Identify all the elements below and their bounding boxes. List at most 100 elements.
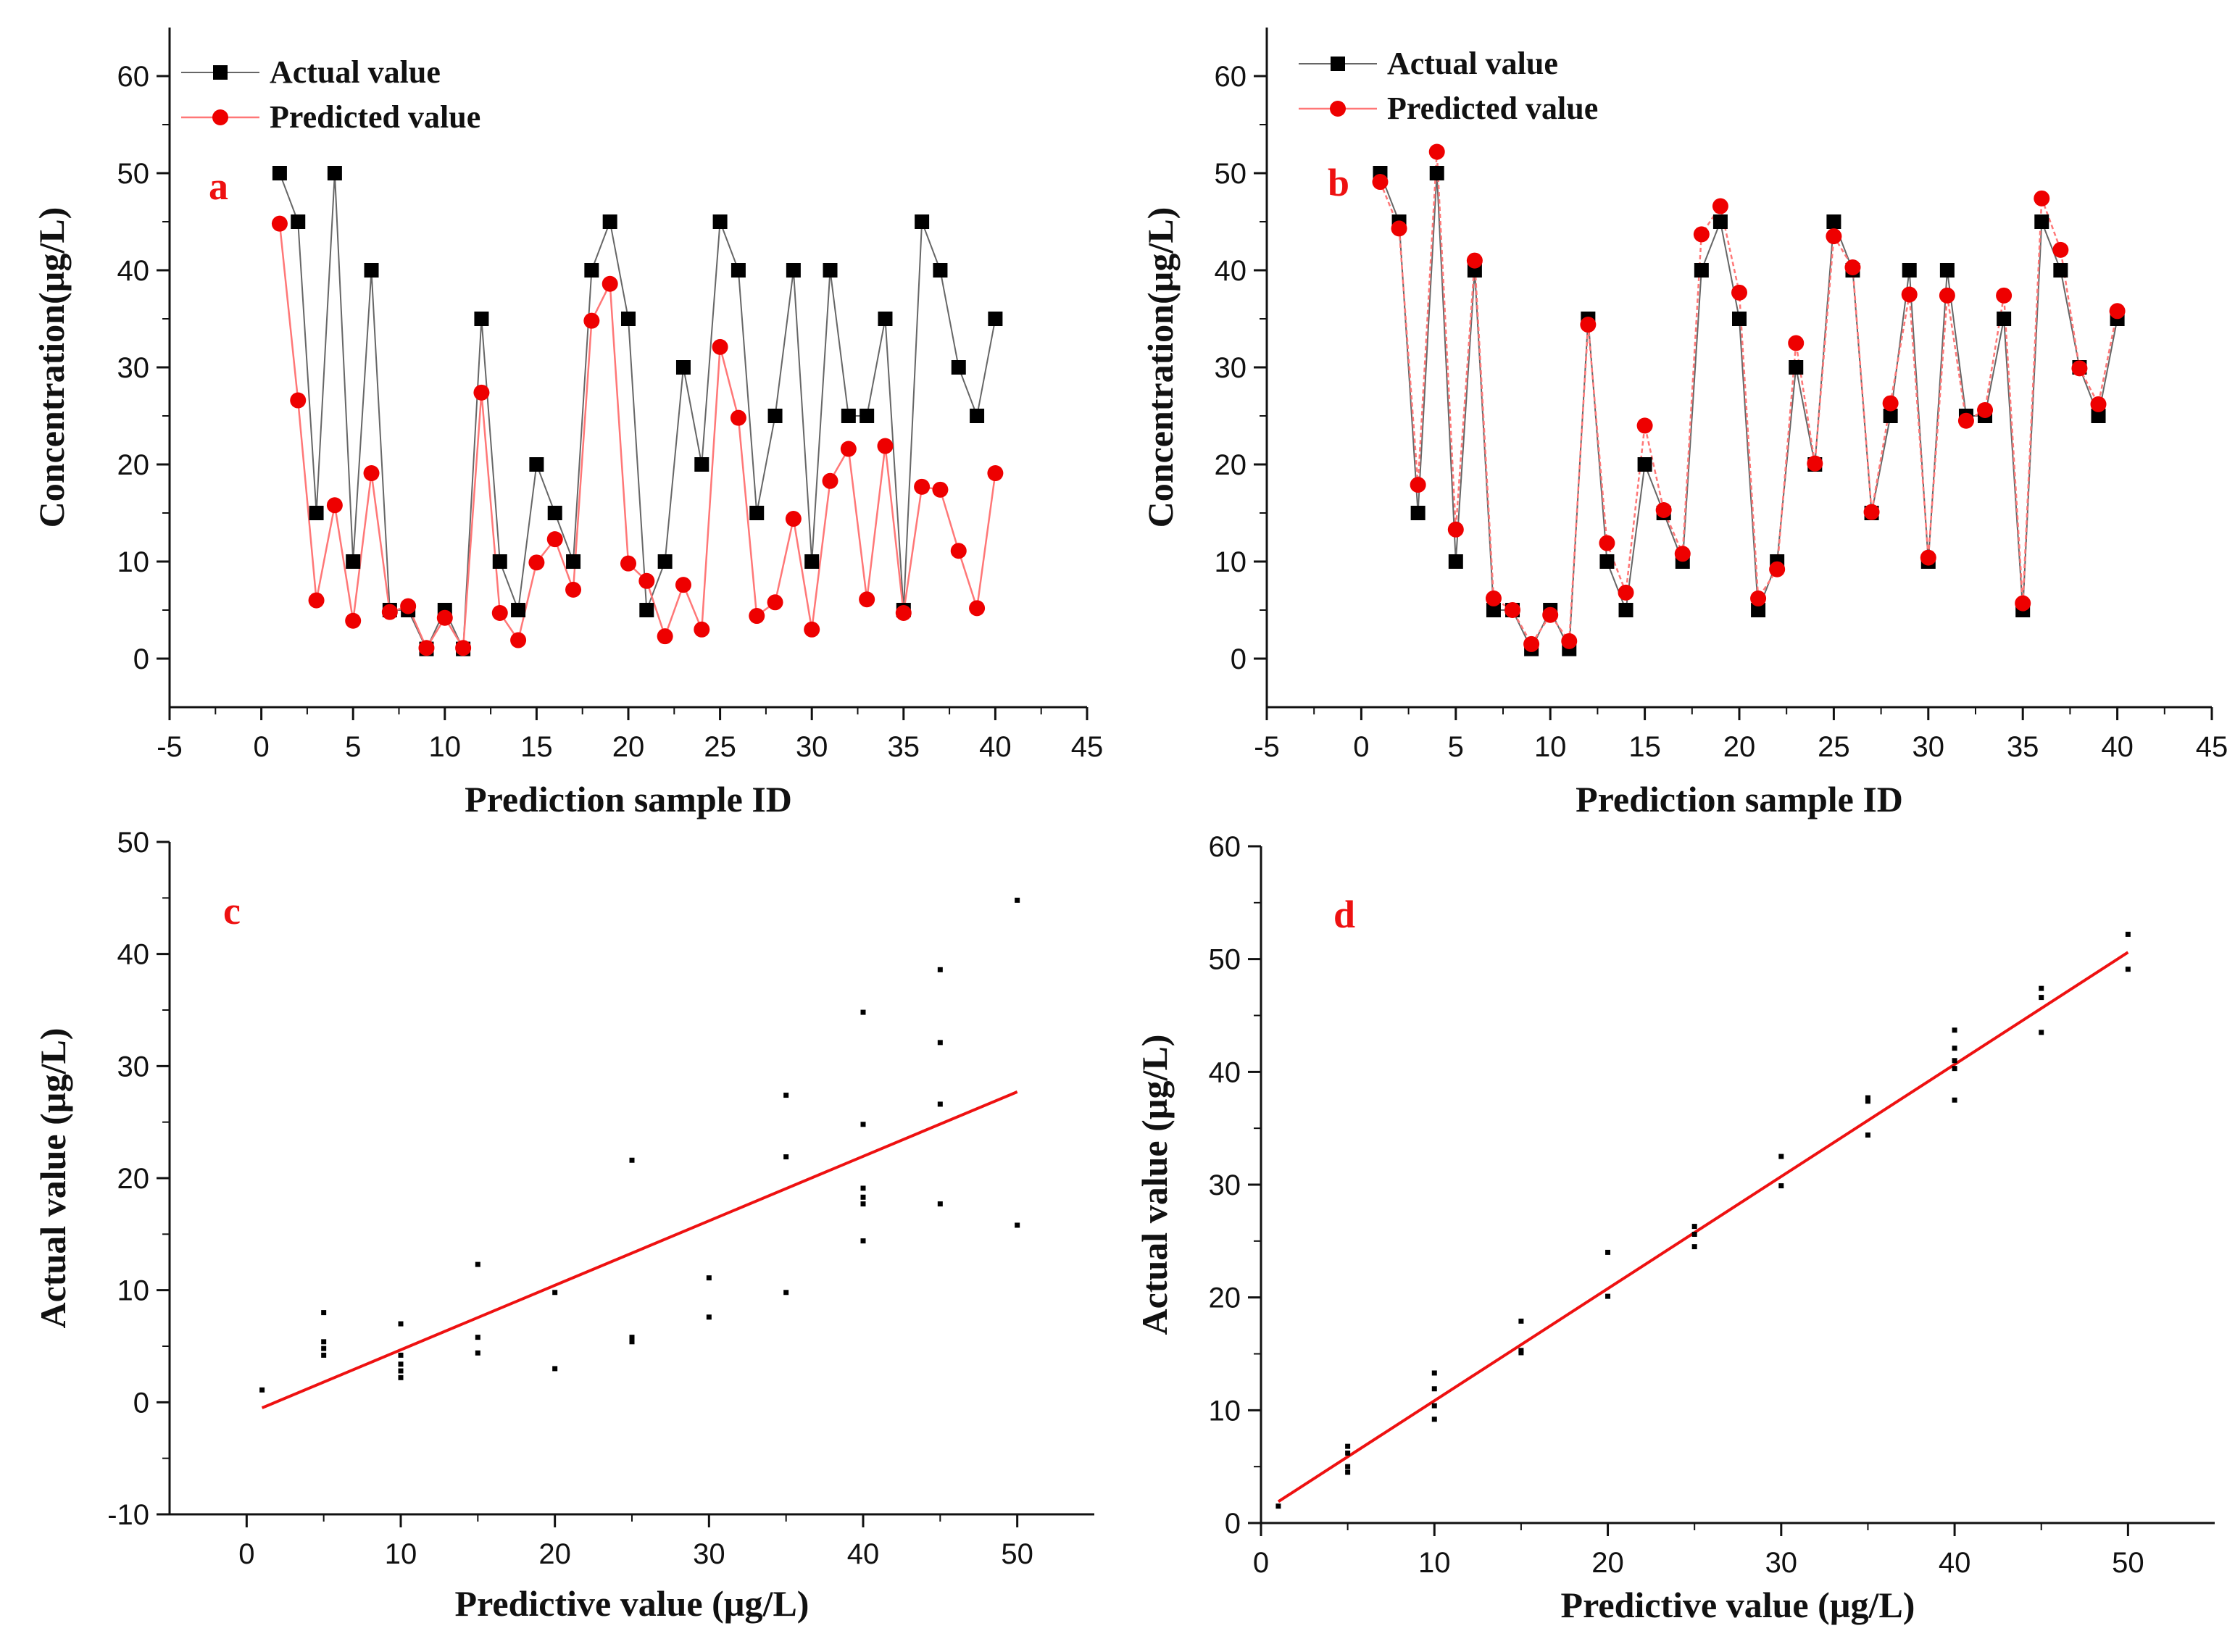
scatter-point <box>1865 1132 1870 1138</box>
actual-point <box>1637 457 1652 472</box>
actual-point <box>767 409 783 423</box>
predicted-point <box>345 612 362 629</box>
y-tick-label: 40 <box>1215 255 1247 287</box>
x-tick-label: 40 <box>2101 731 2134 763</box>
predicted-point <box>510 632 527 648</box>
predicted-point <box>1655 501 1672 518</box>
actual-point <box>309 506 324 520</box>
actual-point <box>1410 506 1426 520</box>
x-tick-label: 0 <box>238 1538 254 1570</box>
predicted-point <box>473 384 490 401</box>
scatter-point <box>2039 995 2044 1001</box>
x-axis-title: Predictive value (µg/L) <box>455 1583 809 1624</box>
x-tick-label: 0 <box>1353 731 1369 763</box>
x-tick-label: 20 <box>1723 731 1756 763</box>
actual-point <box>474 312 489 326</box>
predicted-point <box>1561 633 1578 649</box>
predicted-point <box>914 478 931 495</box>
fit-line <box>1277 951 2129 1503</box>
predicted-point <box>1674 546 1691 562</box>
predicted-point <box>987 465 1004 482</box>
x-tick-label: 20 <box>612 731 645 763</box>
y-tick-label: -10 <box>107 1499 149 1531</box>
legend-label-actual: Actual value <box>1387 46 1558 81</box>
panel-letter: b <box>1328 161 1349 204</box>
predicted-point <box>877 438 894 454</box>
y-tick-label: 20 <box>117 449 150 481</box>
x-tick-label: 5 <box>1448 731 1464 763</box>
actual-point <box>566 554 581 569</box>
panel-letter: d <box>1333 893 1355 936</box>
predicted-point <box>418 640 435 656</box>
predicted-point <box>602 275 618 292</box>
predicted-point <box>326 497 343 514</box>
scatter-point <box>860 1194 866 1200</box>
predicted-point <box>400 598 417 614</box>
actual-point <box>327 166 342 180</box>
x-tick-label: 40 <box>979 731 1012 763</box>
scatter-point <box>1345 1464 1351 1469</box>
predicted-point <box>730 409 746 426</box>
y-tick-label: 30 <box>1209 1169 1241 1201</box>
actual-point <box>511 603 526 617</box>
scatter-point <box>1778 1183 1784 1189</box>
predicted-point <box>1542 606 1559 623</box>
actual-point <box>712 214 728 229</box>
series-line-predicted <box>1379 151 2118 646</box>
y-tick-label: 30 <box>117 1051 150 1082</box>
x-tick-label: 15 <box>1628 731 1661 763</box>
predicted-point <box>528 554 545 571</box>
actual-point <box>657 554 673 569</box>
scatter-point <box>2125 931 2131 937</box>
scatter-point <box>1275 1503 1281 1509</box>
actual-point <box>272 166 287 180</box>
y-axis-title: Concentration(µg/L) <box>31 207 72 528</box>
scatter-point <box>783 1154 789 1160</box>
scatter-point <box>475 1350 480 1356</box>
actual-point <box>749 506 765 520</box>
predicted-point <box>2109 303 2126 320</box>
y-tick-label: 10 <box>117 546 150 578</box>
y-tick-label: 60 <box>1209 831 1241 863</box>
predicted-point <box>1750 590 1767 606</box>
predicted-point <box>859 591 875 608</box>
scatter-point <box>398 1368 404 1374</box>
scatter-point <box>2039 985 2044 991</box>
chart-panel-c: 0 10 20 30 40 50 -10 0 10 20 30 40 50 Predictive valu… <box>33 827 1094 1624</box>
scatter-point <box>259 1387 265 1393</box>
predicted-point <box>804 621 820 638</box>
actual-point <box>951 360 966 375</box>
x-tick-label: 40 <box>1939 1547 1971 1579</box>
predicted-point <box>1428 143 1445 160</box>
actual-point <box>2034 214 2049 229</box>
x-tick-label: 10 <box>1418 1547 1451 1579</box>
x-tick-label: 0 <box>1253 1547 1269 1579</box>
series-line-actual <box>1379 172 2118 652</box>
x-tick-label: 30 <box>1913 731 1945 763</box>
scatter-point <box>783 1093 789 1098</box>
scatter-point <box>629 1335 635 1340</box>
actual-point <box>860 409 875 423</box>
actual-point <box>364 263 379 278</box>
actual-point <box>547 506 562 520</box>
scatter-point <box>1518 1318 1524 1324</box>
y-tick-label: 50 <box>1209 944 1241 976</box>
scatter-point <box>1015 897 1020 903</box>
x-tick-label: 15 <box>520 731 553 763</box>
actual-point <box>675 360 691 375</box>
predicted-point <box>712 338 728 355</box>
actual-point <box>841 409 856 423</box>
predicted-point <box>1939 287 1955 304</box>
scatter-point <box>552 1290 558 1296</box>
scatter-point <box>937 1101 943 1107</box>
actual-point <box>346 554 361 569</box>
y-tick-label: 10 <box>117 1275 150 1307</box>
y-tick-label: 50 <box>1215 158 1247 190</box>
actual-point <box>786 263 801 278</box>
actual-point <box>1429 166 1444 180</box>
predicted-point <box>638 572 655 589</box>
actual-point <box>602 214 617 229</box>
actual-point <box>1694 263 1709 278</box>
series-line-actual <box>278 172 996 651</box>
